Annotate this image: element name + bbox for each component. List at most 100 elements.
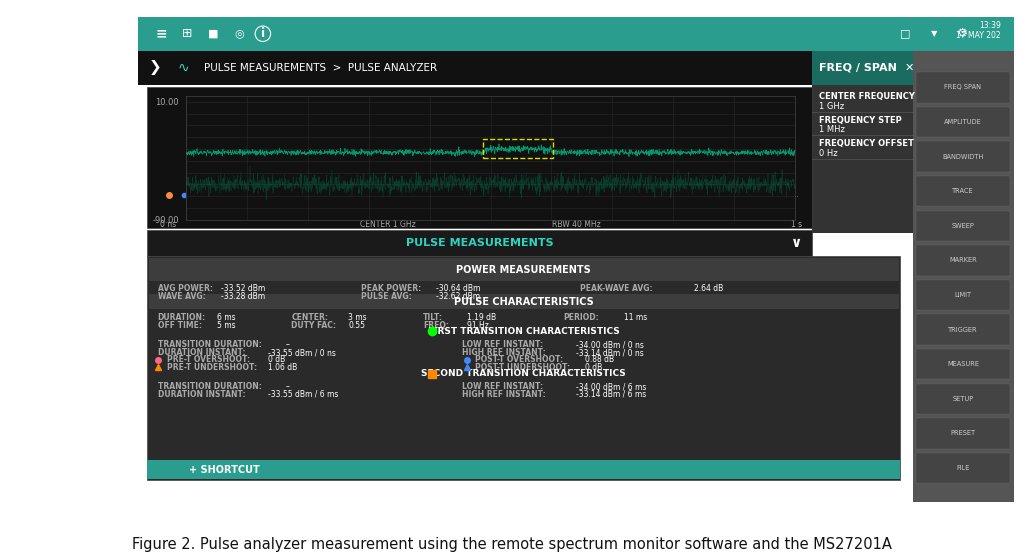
FancyBboxPatch shape (915, 245, 1011, 276)
Text: MEASURE: MEASURE (947, 361, 979, 367)
Text: TRANSITION DURATION:: TRANSITION DURATION: (158, 382, 261, 391)
FancyBboxPatch shape (915, 176, 1011, 206)
Text: 1 GHz: 1 GHz (819, 102, 845, 111)
Text: 13:39
17 MAY 202: 13:39 17 MAY 202 (956, 21, 1000, 40)
Text: i: i (261, 27, 265, 40)
Text: FREQ SPAN: FREQ SPAN (944, 84, 981, 90)
FancyBboxPatch shape (915, 453, 1011, 483)
Text: POST-T OVERSHOOT:: POST-T OVERSHOOT: (475, 355, 563, 364)
Text: SWEEP: SWEEP (951, 223, 975, 229)
Text: -33.55 dBm / 6 ms: -33.55 dBm / 6 ms (268, 390, 338, 399)
Text: –: – (286, 382, 289, 391)
FancyBboxPatch shape (913, 51, 1014, 502)
Text: FREQ:: FREQ: (423, 321, 449, 330)
Text: HIGH REF INSTANT:: HIGH REF INSTANT: (462, 348, 546, 357)
FancyBboxPatch shape (915, 107, 1011, 137)
Text: SETUP: SETUP (952, 396, 974, 402)
Text: CENTER 1 GHz: CENTER 1 GHz (359, 220, 416, 229)
Text: -33.52 dBm: -33.52 dBm (221, 284, 265, 293)
FancyBboxPatch shape (138, 17, 1014, 51)
Text: 5 ms: 5 ms (217, 321, 236, 330)
Text: TRACE: TRACE (952, 188, 974, 194)
Text: 2.64 dB: 2.64 dB (694, 284, 723, 293)
Text: -33.55 dBm / 0 ns: -33.55 dBm / 0 ns (268, 348, 336, 357)
FancyBboxPatch shape (147, 256, 900, 480)
Text: FREQUENCY STEP: FREQUENCY STEP (819, 116, 902, 124)
Text: WAVE AVG:: WAVE AVG: (158, 292, 205, 301)
Text: PULSE MEASUREMENTS: PULSE MEASUREMENTS (406, 238, 554, 248)
Text: FILE: FILE (956, 465, 970, 471)
Text: PRESET: PRESET (950, 430, 976, 436)
Text: PERIOD:: PERIOD: (563, 312, 599, 322)
Text: PRE-T OVERSHOOT:: PRE-T OVERSHOOT: (167, 355, 250, 364)
Text: FREQUENCY OFFSET: FREQUENCY OFFSET (819, 140, 914, 148)
Text: AMPLITUDE: AMPLITUDE (944, 119, 982, 125)
Text: LOW REF INSTANT:: LOW REF INSTANT: (462, 340, 544, 349)
FancyBboxPatch shape (148, 325, 899, 338)
Text: kRef 10…: kRef 10… (769, 193, 799, 198)
FancyBboxPatch shape (812, 51, 913, 85)
FancyBboxPatch shape (915, 314, 1011, 345)
Text: FREQ / SPAN: FREQ / SPAN (819, 62, 897, 73)
FancyBboxPatch shape (915, 349, 1011, 379)
Text: –: – (286, 340, 289, 349)
Text: 91 Hz: 91 Hz (467, 321, 488, 330)
FancyBboxPatch shape (138, 51, 812, 85)
Text: FIRST TRANSITION CHARACTERISTICS: FIRST TRANSITION CHARACTERISTICS (428, 327, 620, 336)
Text: TRIGGER: TRIGGER (948, 326, 978, 333)
Text: 0 ns: 0 ns (160, 220, 176, 229)
Text: 1 MHz: 1 MHz (819, 125, 845, 134)
Text: -32.62 dBm: -32.62 dBm (436, 292, 480, 301)
Text: HIGH REF INSTANT:: HIGH REF INSTANT: (462, 390, 546, 399)
Text: 0.55: 0.55 (348, 321, 366, 330)
Text: LOW REF INSTANT:: LOW REF INSTANT: (462, 382, 544, 391)
Text: -33.14 dBm / 6 ms: -33.14 dBm / 6 ms (575, 390, 646, 399)
Text: 1.19 dB: 1.19 dB (467, 312, 496, 322)
FancyBboxPatch shape (915, 210, 1011, 241)
Text: OFF TIME:: OFF TIME: (158, 321, 202, 330)
FancyBboxPatch shape (147, 230, 812, 256)
Text: 0.88 dB: 0.88 dB (585, 355, 613, 364)
Text: 11 ms: 11 ms (625, 312, 647, 322)
Text: ✕: ✕ (904, 62, 913, 73)
Text: DURATION INSTANT:: DURATION INSTANT: (158, 348, 245, 357)
Text: 0 dB: 0 dB (268, 355, 285, 364)
Text: PULSE AVG:: PULSE AVG: (361, 292, 413, 301)
FancyBboxPatch shape (915, 418, 1011, 449)
Bar (483, 140, 553, 158)
Text: PEAK-WAVE AVG:: PEAK-WAVE AVG: (581, 284, 653, 293)
Text: ≡: ≡ (156, 27, 167, 41)
Text: 0 dB: 0 dB (585, 363, 602, 372)
Text: + SHORTCUT: + SHORTCUT (189, 465, 260, 475)
Text: Figure 2. Pulse analyzer measurement using the remote spectrum monitor software : Figure 2. Pulse analyzer measurement usi… (132, 537, 892, 552)
Text: ◎: ◎ (234, 28, 245, 39)
Text: LIMIT: LIMIT (954, 292, 972, 298)
FancyBboxPatch shape (148, 258, 899, 281)
Text: ❯: ❯ (148, 60, 162, 75)
FancyBboxPatch shape (148, 367, 899, 380)
Text: BANDWIDTH: BANDWIDTH (942, 153, 984, 160)
Text: TRANSITION DURATION:: TRANSITION DURATION: (158, 340, 261, 349)
Text: -30.64 dBm: -30.64 dBm (436, 284, 480, 293)
Text: RBW 40 MHz: RBW 40 MHz (552, 220, 600, 229)
FancyBboxPatch shape (147, 460, 900, 479)
Text: ▼: ▼ (931, 29, 937, 39)
FancyBboxPatch shape (915, 280, 1011, 310)
Text: CENTER FREQUENCY: CENTER FREQUENCY (819, 92, 915, 102)
FancyBboxPatch shape (812, 85, 913, 233)
Text: □: □ (900, 28, 910, 39)
FancyBboxPatch shape (915, 72, 1011, 103)
Text: MARKER: MARKER (949, 257, 977, 263)
Text: ⊞: ⊞ (182, 27, 193, 40)
Text: POST-T UNDERSHOOT:: POST-T UNDERSHOOT: (475, 363, 570, 372)
Text: DURATION:: DURATION: (158, 312, 206, 322)
Text: PRE-T UNDERSHOOT:: PRE-T UNDERSHOOT: (167, 363, 257, 372)
Text: ⚙: ⚙ (956, 27, 968, 40)
Text: 6 ms: 6 ms (217, 312, 236, 322)
Text: -33.14 dBm / 0 ns: -33.14 dBm / 0 ns (575, 348, 644, 357)
Text: DURATION INSTANT:: DURATION INSTANT: (158, 390, 245, 399)
Text: 1 s: 1 s (791, 220, 802, 229)
Text: TILT:: TILT: (423, 312, 442, 322)
Text: AVG POWER:: AVG POWER: (158, 284, 213, 293)
Text: -34.00 dBm / 0 ns: -34.00 dBm / 0 ns (575, 340, 644, 349)
